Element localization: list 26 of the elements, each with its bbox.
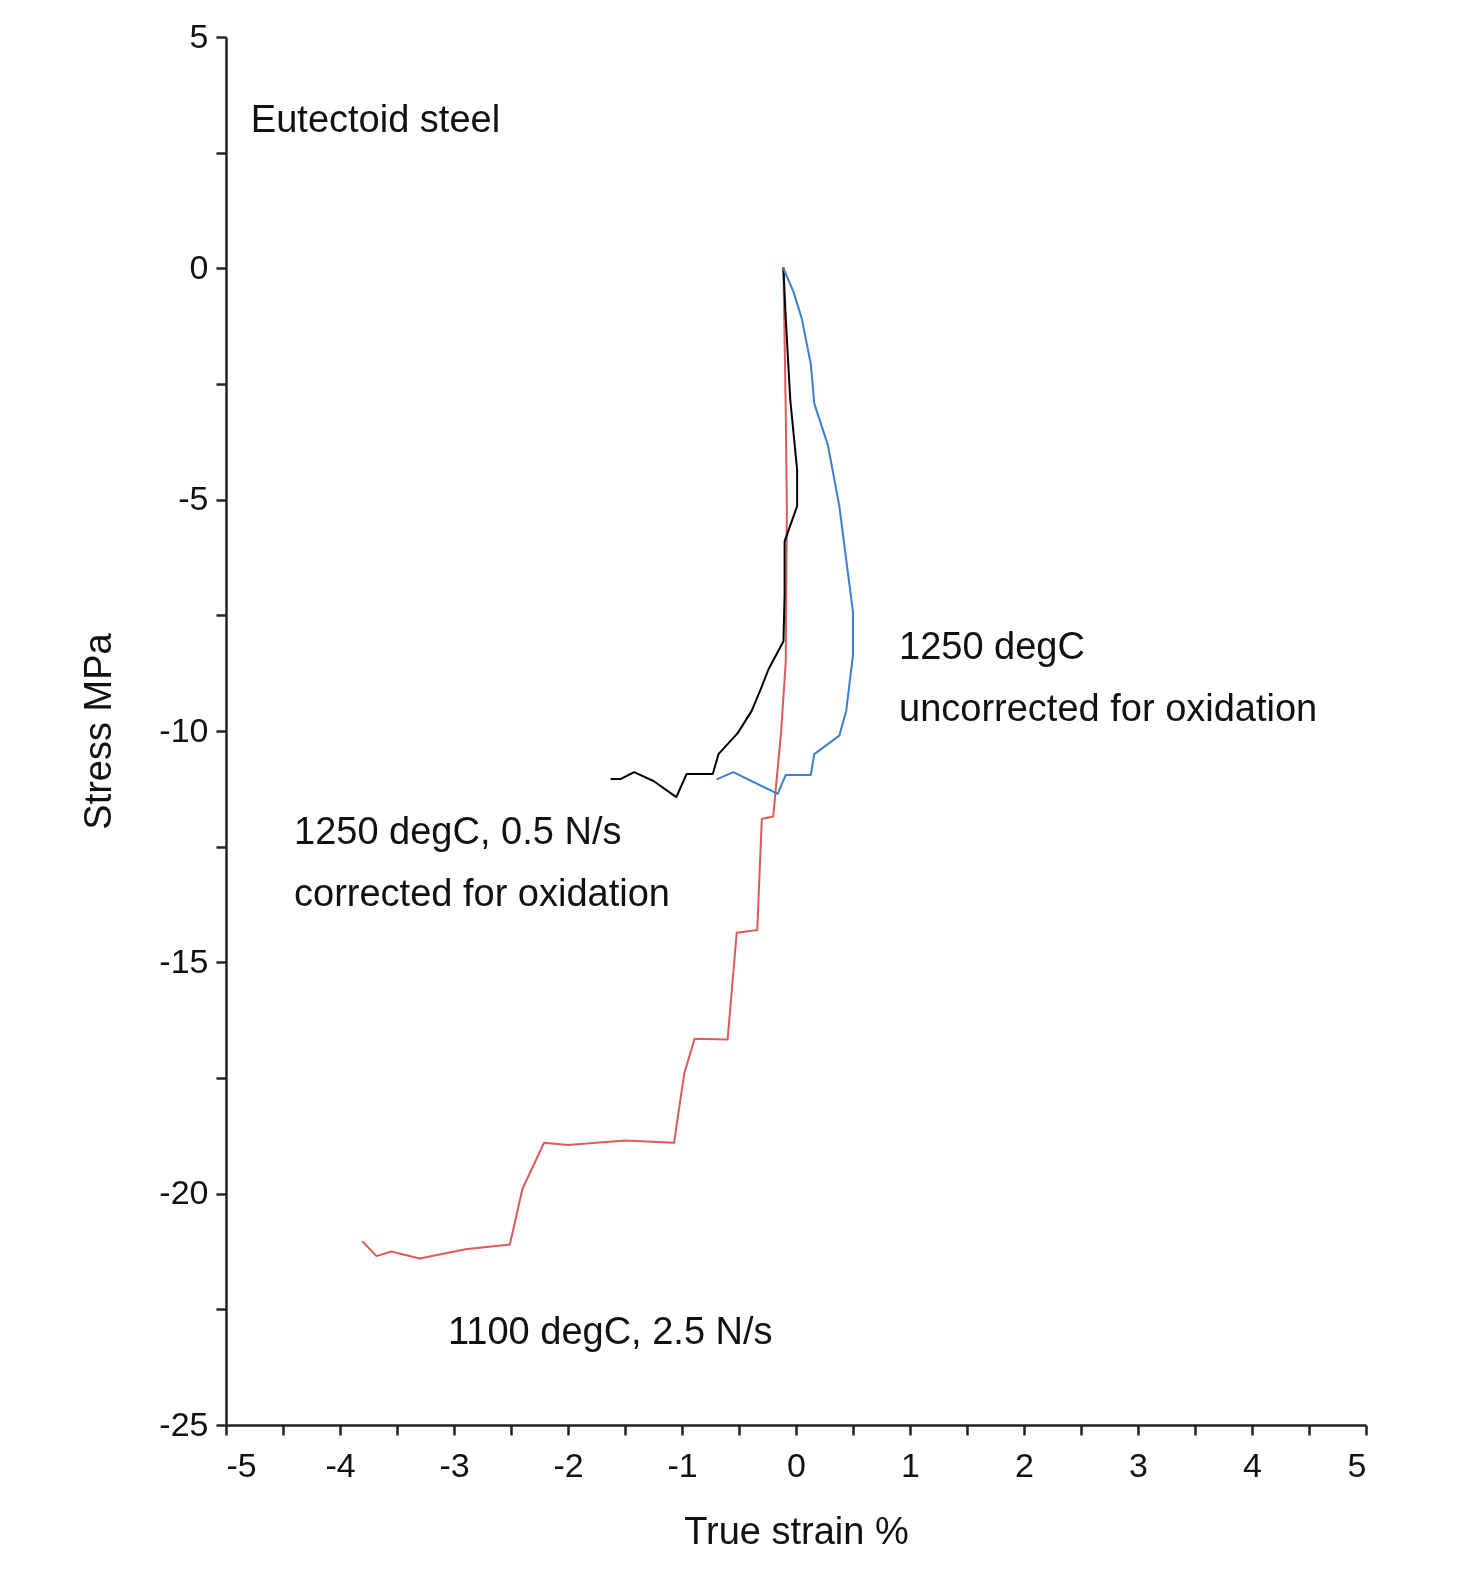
x-axis-title: True strain %: [684, 1509, 909, 1552]
y-tick-label: -5: [178, 479, 209, 518]
x-tick-label: -3: [439, 1445, 470, 1484]
y-axis-title: Stress MPa: [77, 632, 120, 830]
y-tick-label: -20: [159, 1173, 209, 1212]
x-tick-label: 5: [1347, 1445, 1367, 1484]
x-tick-label: -5: [226, 1445, 257, 1484]
x-tick-label: -2: [553, 1445, 584, 1484]
annotation: 1250 degC, 0.5 N/s corrected for oxidation: [294, 810, 670, 914]
y-tick-label: 0: [189, 247, 209, 286]
y-tick-label: -10: [159, 710, 209, 749]
line-series: [610, 267, 799, 799]
y-tick-label: -25: [159, 1404, 209, 1443]
x-tick-label: 1: [901, 1445, 920, 1484]
y-tick-label: 5: [189, 16, 209, 55]
x-tick-label: 0: [787, 1445, 806, 1484]
x-tick-label: 2: [1015, 1445, 1034, 1484]
annotation: 1250 degC uncorrected for oxidation: [899, 625, 1318, 729]
line-series: [716, 267, 854, 795]
x-tick-label: 3: [1129, 1445, 1148, 1484]
annotation: 1100 degC, 2.5 N/s: [448, 1310, 773, 1352]
x-tick-label: -4: [325, 1445, 356, 1484]
y-tick-label: -15: [159, 941, 209, 980]
text: Eutectoid steel: [250, 98, 501, 140]
x-tick-label: -1: [667, 1445, 698, 1484]
x-tick-label: 4: [1243, 1445, 1262, 1484]
